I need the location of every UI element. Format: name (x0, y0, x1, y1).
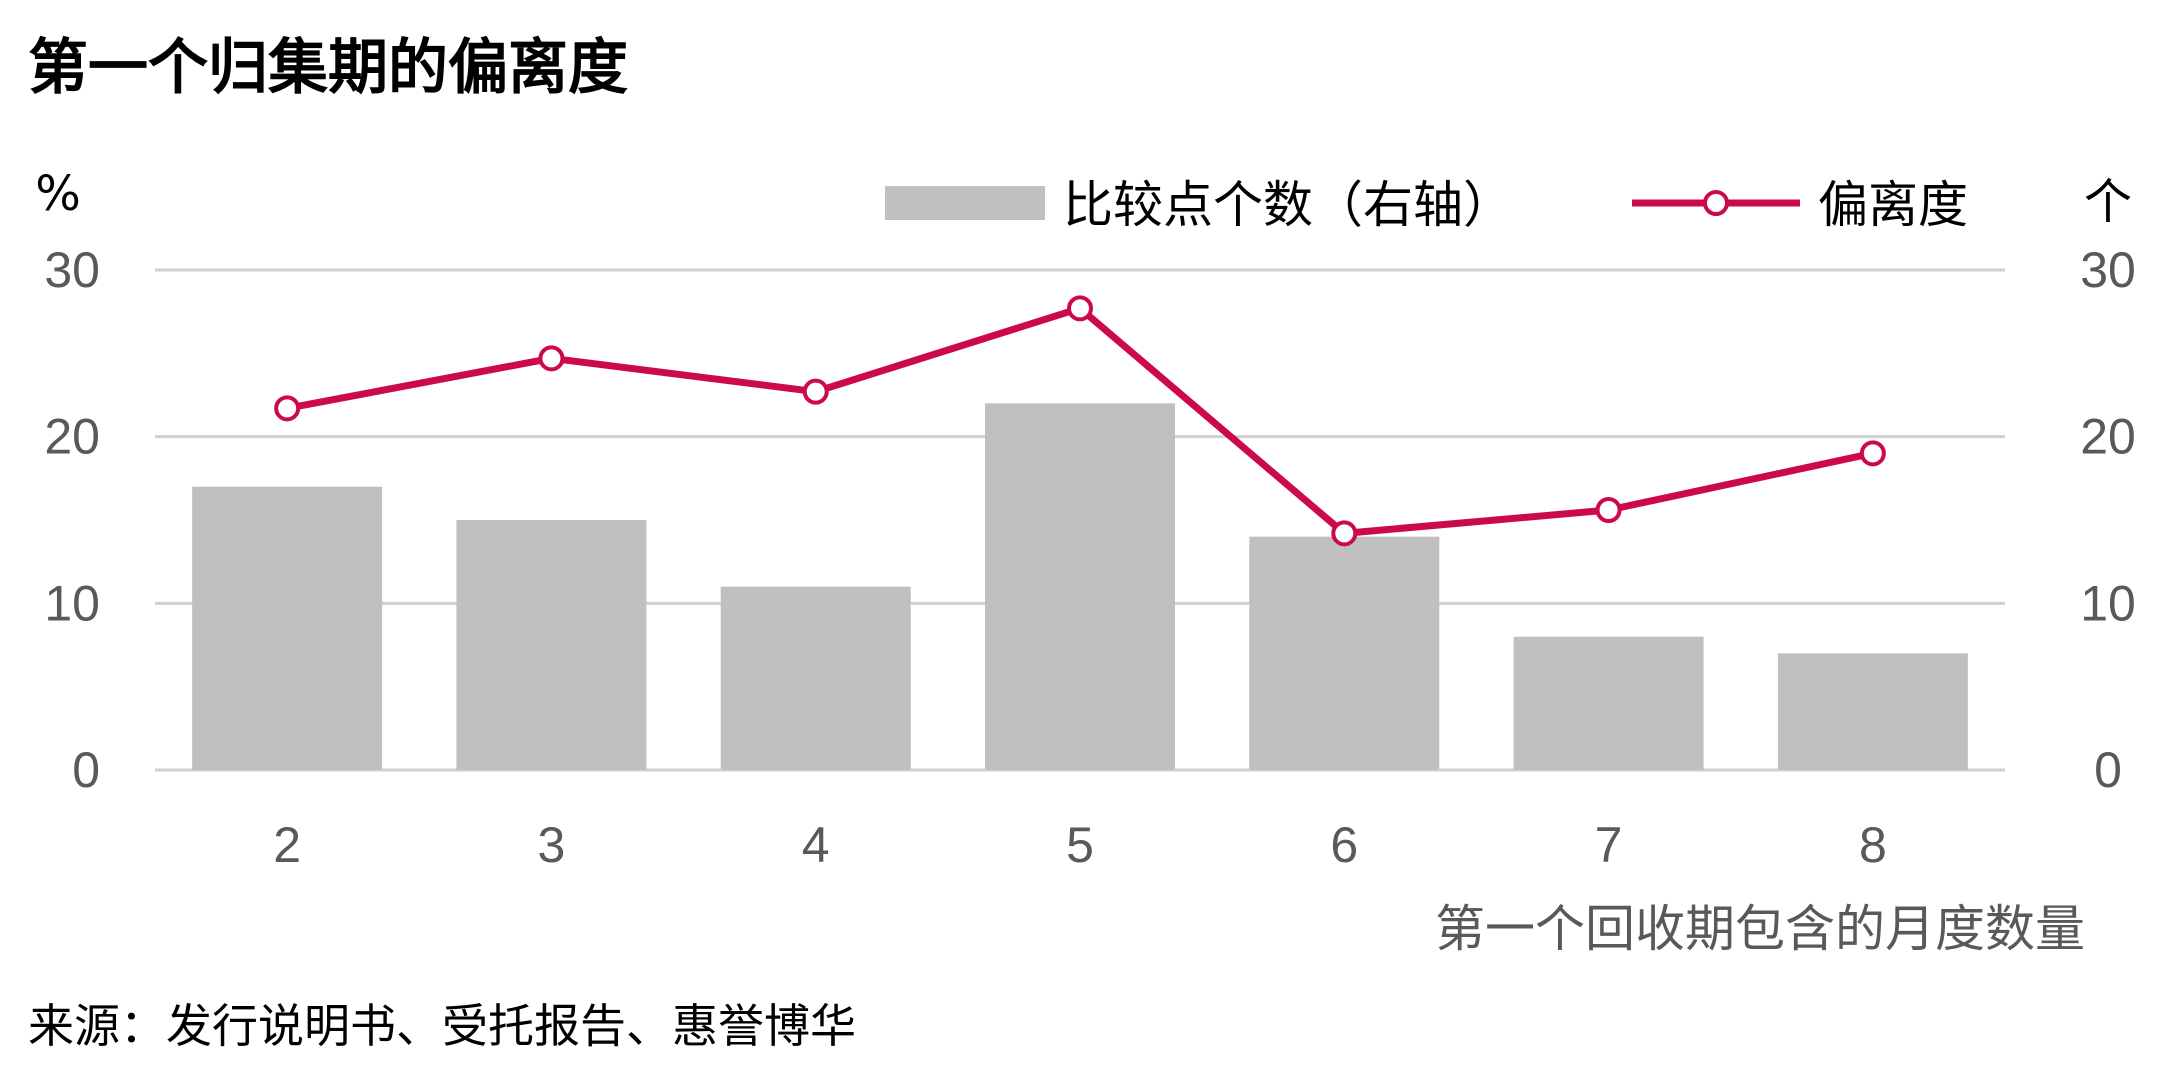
x-tick-label: 3 (538, 817, 566, 873)
left-axis-ticks: 0 10 20 30 (44, 242, 100, 798)
bar (1777, 653, 1968, 770)
left-tick-label: 0 (72, 742, 100, 798)
bar (985, 403, 1175, 770)
line-point (802, 378, 829, 405)
legend: 比较点个数（右轴） 偏离度 (885, 176, 1968, 234)
right-tick-label: 0 (2094, 742, 2122, 798)
x-tick-label: 7 (1595, 817, 1623, 873)
x-tick-label: 4 (802, 817, 830, 873)
right-axis-ticks: 0 10 20 30 (2080, 242, 2136, 798)
bar (192, 486, 383, 770)
line-point (1331, 520, 1358, 547)
x-tick-label: 2 (273, 817, 301, 873)
x-tick-label: 8 (1859, 817, 1887, 873)
x-axis-ticks: 2 3 4 5 6 7 8 (273, 817, 1887, 873)
chart-title: 第一个归集期的偏离度 (28, 33, 628, 103)
source-note: 来源：发行说明书、受托报告、惠誉博华 (28, 999, 856, 1053)
legend-bar-swatch (885, 186, 1045, 220)
left-tick-label: 10 (44, 575, 100, 631)
left-axis-unit: % (35, 166, 81, 222)
line-point (1859, 440, 1886, 467)
bar (720, 586, 911, 770)
left-tick-label: 30 (44, 242, 100, 298)
x-tick-label: 5 (1066, 817, 1094, 873)
line-point (1595, 497, 1622, 523)
right-tick-label: 20 (2080, 409, 2136, 465)
right-tick-label: 30 (2080, 242, 2136, 298)
right-axis-unit: 个 (2084, 174, 2132, 230)
line-point (1067, 295, 1093, 322)
bar (456, 520, 647, 770)
line-point (274, 395, 301, 422)
right-tick-label: 10 (2080, 575, 2136, 631)
bar (1249, 536, 1440, 770)
legend-line-label: 偏离度 (1818, 176, 1968, 234)
legend-bar-label: 比较点个数（右轴） (1063, 176, 1513, 234)
line-point (538, 345, 565, 372)
left-tick-label: 20 (44, 409, 100, 465)
x-tick-label: 6 (1330, 817, 1358, 873)
bar (1513, 636, 1704, 770)
legend-line-marker (1703, 190, 1729, 216)
x-axis-label: 第一个回收期包含的月度数量 (1435, 900, 2085, 958)
line-series (274, 295, 1886, 547)
bar-series (192, 403, 1968, 770)
